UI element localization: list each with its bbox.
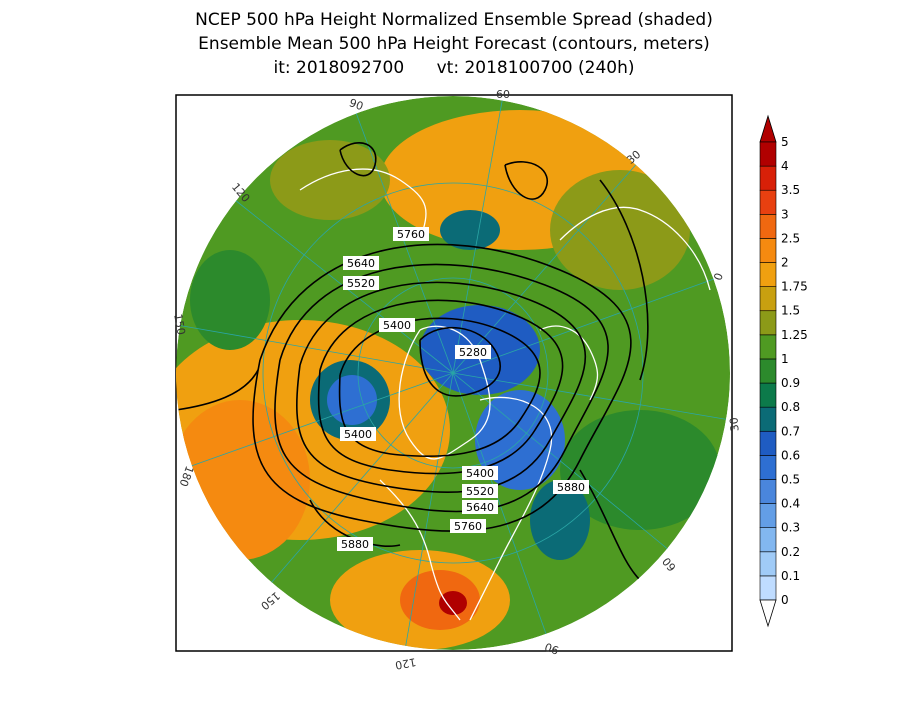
- colorbar-tick-label: 0.9: [781, 376, 800, 390]
- colorbar-swatch: [759, 455, 777, 480]
- lon-label-7: 120: [394, 655, 417, 671]
- colorbar-swatch: [759, 503, 777, 528]
- colorbar-swatch: [759, 238, 777, 263]
- contour-label-8: 5520: [462, 484, 498, 498]
- colorbar-swatch: [759, 479, 777, 504]
- colorbar-swatch: [759, 262, 777, 287]
- colorbar: 0 0.1 0.2 0.3 0.4 0.5 0.6 0.7 0.8 0.9 1 1.25 1.5 1.75…: [759, 114, 808, 628]
- colorbar-tick-label: 0.8: [781, 400, 800, 414]
- colorbar-tick-label: 4: [781, 159, 789, 173]
- colorbar-tick-label: 0.4: [781, 497, 800, 511]
- colorbar-tick-label: 0.2: [781, 545, 800, 559]
- lon-label-4: 30: [727, 417, 741, 432]
- colorbar-swatch: [759, 214, 777, 239]
- contour-label-2: 5640: [343, 256, 379, 270]
- contour-label-1: 5760: [393, 227, 429, 241]
- colorbar-tick-label: 3: [781, 207, 789, 221]
- colorbar-tick-label: 0.6: [781, 448, 800, 462]
- colorbar-tick-label: 2: [781, 256, 789, 270]
- colorbar-tick-label: 1.5: [781, 304, 800, 318]
- svg-text:5400: 5400: [383, 319, 411, 332]
- colorbar-tick-label: 5: [781, 135, 789, 149]
- title-line-2: Ensemble Mean 500 hPa Height Forecast (c…: [198, 34, 710, 54]
- svg-text:5520: 5520: [347, 277, 375, 290]
- svg-text:5760: 5760: [454, 520, 482, 533]
- contour-label-4: 5400: [379, 318, 415, 332]
- colorbar-tick-label: 0: [781, 593, 789, 607]
- colorbar-swatch: [759, 189, 777, 215]
- lon-label-12: 90: [347, 96, 365, 113]
- colorbar-top-arrow: [759, 114, 777, 143]
- contour-label-11: 5880: [553, 480, 589, 494]
- colorbar-swatch: [759, 286, 777, 312]
- contour-label-7: 5400: [462, 466, 498, 480]
- colorbar-tick-label: 1.25: [781, 328, 808, 342]
- contour-label-12: 5880: [337, 537, 373, 551]
- svg-text:5760: 5760: [397, 228, 425, 241]
- contour-label-9: 5640: [462, 500, 498, 514]
- colorbar-tick-label: 0.5: [781, 472, 800, 486]
- lon-label-10: 150: [171, 313, 187, 336]
- svg-text:5280: 5280: [459, 346, 487, 359]
- title-line-1: NCEP 500 hPa Height Normalized Ensemble …: [195, 10, 713, 30]
- svg-text:5640: 5640: [347, 257, 375, 270]
- colorbar-swatch: [759, 334, 777, 360]
- colorbar-bottom-arrow: [759, 599, 777, 628]
- contour-labels: 5760 5640 5520 5400 5280 5400 5400 5520: [337, 227, 589, 551]
- colorbar-swatch: [759, 382, 777, 408]
- svg-text:5400: 5400: [344, 428, 372, 441]
- svg-text:5640: 5640: [466, 501, 494, 514]
- colorbar-tick-label: 0.1: [781, 569, 800, 583]
- colorbar-swatch: [759, 551, 777, 577]
- svg-text:5520: 5520: [466, 485, 494, 498]
- colorbar-tick-label: 1.75: [781, 280, 808, 294]
- colorbar-tick-label: 0.3: [781, 521, 800, 535]
- colorbar-tick-label: 2.5: [781, 231, 800, 245]
- svg-text:5880: 5880: [341, 538, 369, 551]
- lon-label-1: 60: [496, 88, 510, 101]
- lon-label-6: 90: [543, 640, 561, 657]
- colorbar-tick-label: 0.7: [781, 424, 800, 438]
- svg-text:5400: 5400: [466, 467, 494, 480]
- colorbar-swatch: [759, 141, 777, 167]
- colorbar-swatch: [759, 527, 777, 553]
- colorbar-swatch: [759, 406, 777, 432]
- colorbar-swatch: [759, 310, 777, 336]
- contour-label-6: 5400: [340, 427, 376, 441]
- lon-label-3: 0: [711, 271, 726, 282]
- colorbar-swatch: [759, 358, 777, 384]
- colorbar-tick-label: 3.5: [781, 183, 800, 197]
- colorbar-swatch: [759, 165, 777, 191]
- contour-label-10: 5760: [450, 519, 486, 533]
- title-line-3: it: 2018092700 vt: 2018100700 (240h): [273, 58, 635, 78]
- contour-label-5: 5280: [455, 345, 491, 359]
- svg-text:5880: 5880: [557, 481, 585, 494]
- contour-label-3: 5520: [343, 276, 379, 290]
- colorbar-swatch: [759, 575, 777, 601]
- colorbar-tick-label: 1: [781, 352, 789, 366]
- colorbar-swatch: [759, 430, 777, 456]
- height-contours: [176, 141, 649, 581]
